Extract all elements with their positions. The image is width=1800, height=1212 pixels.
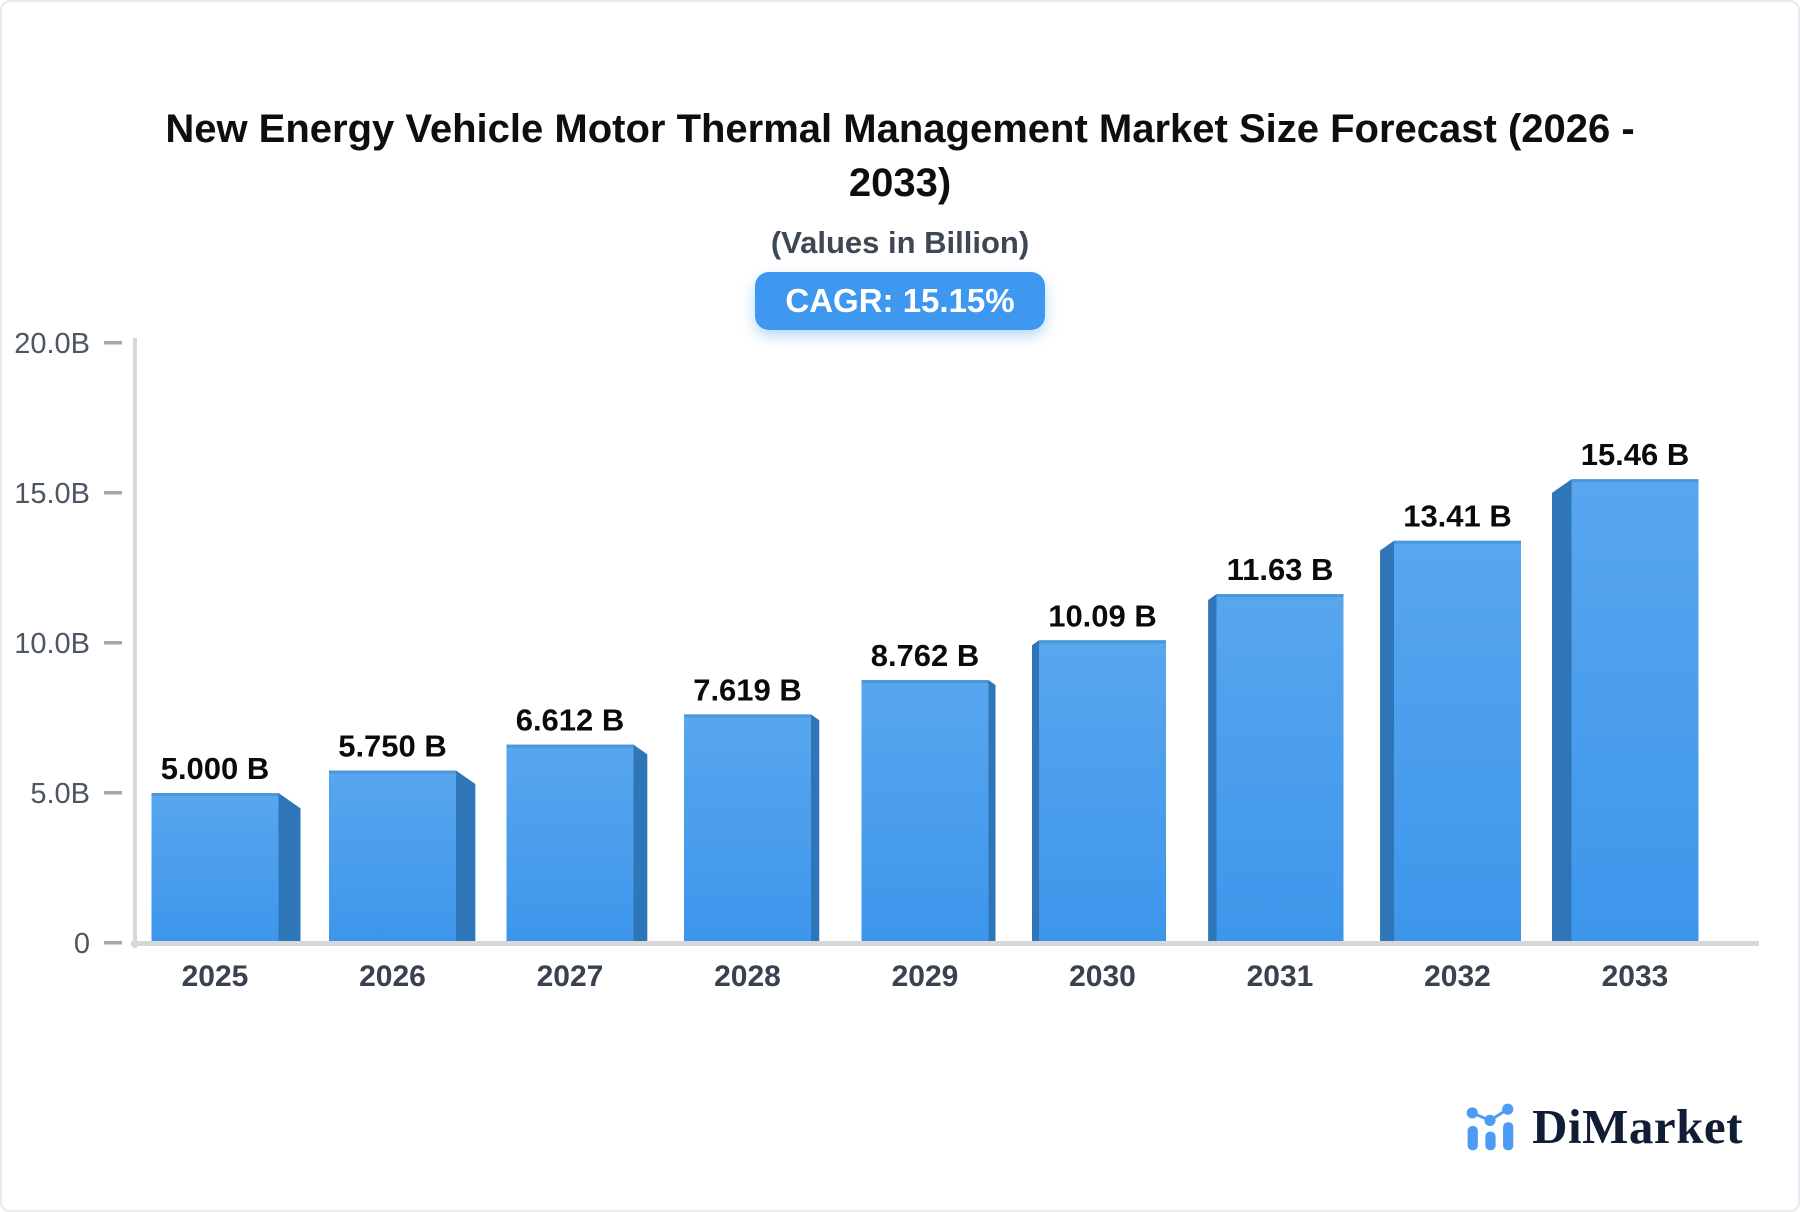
bar-front-face bbox=[1394, 540, 1521, 943]
bar-value-label: 13.41 B bbox=[1403, 499, 1512, 534]
bar-2028: 7.619 B 2028 bbox=[684, 672, 820, 993]
bar-side-face bbox=[633, 744, 648, 943]
title-line-1: New Energy Vehicle Motor Thermal Managem… bbox=[165, 107, 1635, 151]
x-axis-label: 2031 bbox=[1247, 960, 1314, 993]
bar-value-label: 5.750 B bbox=[338, 729, 447, 764]
y-tick bbox=[104, 791, 122, 795]
logo-chart-icon bbox=[1466, 1103, 1514, 1151]
bar-2030: 10.09 B 2030 bbox=[1032, 598, 1166, 993]
bar-2025: 5.000 B 2025 bbox=[151, 751, 301, 993]
y-axis-line bbox=[133, 338, 137, 948]
logo-bar bbox=[1485, 1131, 1496, 1151]
bar-front-face bbox=[1571, 479, 1699, 943]
y-tick bbox=[104, 941, 122, 945]
bar-value-label: 10.09 B bbox=[1048, 598, 1157, 633]
bar-side-face bbox=[988, 680, 996, 943]
bar-front-face bbox=[151, 793, 279, 943]
y-tick-label: 10.0B bbox=[14, 628, 90, 660]
page-title: New Energy Vehicle Motor Thermal Managem… bbox=[2, 2, 1798, 210]
x-axis-label: 2026 bbox=[359, 960, 426, 993]
bar-side-face bbox=[811, 714, 820, 943]
y-tick bbox=[104, 491, 122, 495]
x-axis-label: 2027 bbox=[537, 960, 604, 993]
x-axis-label: 2025 bbox=[182, 960, 249, 993]
logo-dot bbox=[1502, 1103, 1514, 1115]
bar-front-face bbox=[1039, 640, 1166, 943]
bar-side-face bbox=[1208, 594, 1217, 943]
brand-name: DiMarket bbox=[1532, 1098, 1743, 1154]
logo-dot bbox=[1466, 1107, 1479, 1119]
chart-header: New Energy Vehicle Motor Thermal Managem… bbox=[2, 2, 1798, 330]
x-axis-label: 2032 bbox=[1424, 960, 1491, 993]
bar-2029: 8.762 B 2029 bbox=[861, 638, 996, 993]
bar-side-face bbox=[1552, 479, 1572, 943]
x-axis-label: 2030 bbox=[1069, 960, 1136, 993]
logo-bar bbox=[1503, 1122, 1514, 1151]
bar-2031: 11.63 B 2031 bbox=[1208, 552, 1344, 993]
bar-2027: 6.612 B 2027 bbox=[506, 703, 648, 993]
bar-front-face bbox=[329, 770, 456, 943]
bar-side-face bbox=[1032, 640, 1039, 943]
bar-value-label: 8.762 B bbox=[871, 638, 980, 673]
y-tick-label: 15.0B bbox=[14, 478, 90, 510]
x-axis-label: 2028 bbox=[714, 960, 781, 993]
bar-side-face bbox=[278, 793, 301, 943]
x-axis-label: 2029 bbox=[892, 960, 959, 993]
y-tick-label: 20.0B bbox=[14, 328, 90, 360]
cagr-badge: CAGR: 15.15% bbox=[755, 272, 1045, 330]
bar-front-face bbox=[684, 714, 811, 943]
bar-value-label: 6.612 B bbox=[516, 703, 625, 738]
title-line-2: 2033) bbox=[848, 161, 952, 205]
bar-side-face bbox=[456, 770, 476, 943]
bar-value-label: 7.619 B bbox=[693, 672, 802, 707]
y-tick bbox=[104, 341, 122, 345]
brand-logo: DiMarket bbox=[1462, 1098, 1743, 1154]
bar-side-face bbox=[1380, 540, 1394, 943]
bar-front-face bbox=[1216, 594, 1344, 943]
bar-front-face bbox=[506, 744, 634, 943]
logo-bar bbox=[1467, 1126, 1479, 1151]
bar-value-label: 11.63 B bbox=[1227, 552, 1334, 587]
y-tick-label: 0 bbox=[74, 928, 90, 960]
x-axis-label: 2033 bbox=[1602, 960, 1669, 993]
x-axis-line bbox=[131, 941, 1759, 946]
bar-2033: 15.46 B 2033 bbox=[1552, 437, 1699, 993]
bar-front-face bbox=[861, 680, 989, 943]
bar-2026: 5.750 B 2026 bbox=[329, 729, 476, 993]
bar-value-label: 5.000 B bbox=[161, 751, 270, 786]
bar-2032: 13.41 B 2032 bbox=[1380, 499, 1521, 993]
bar-value-label: 15.46 B bbox=[1581, 437, 1690, 472]
y-tick bbox=[104, 641, 122, 645]
y-tick-label: 5.0B bbox=[30, 778, 90, 810]
chart-subtitle: (Values in Billion) bbox=[770, 225, 1030, 260]
logo-dot bbox=[1484, 1114, 1496, 1126]
